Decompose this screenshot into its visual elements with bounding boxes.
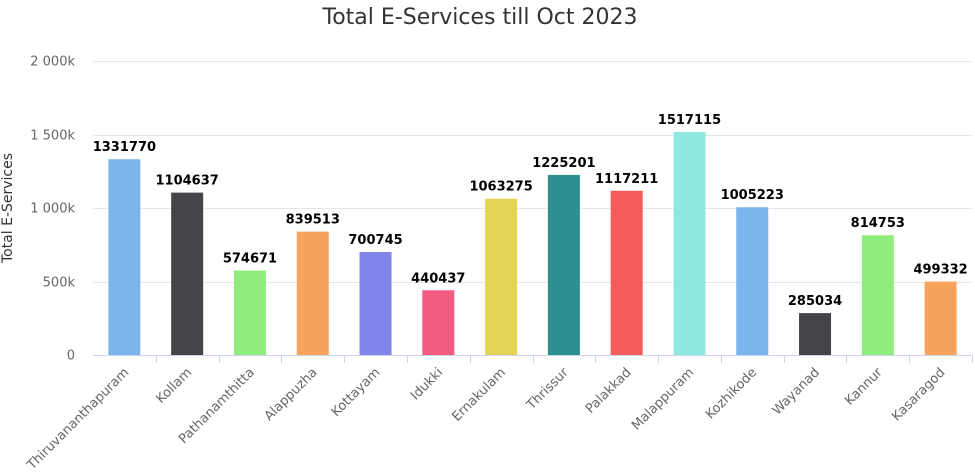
data-label: 700745 — [348, 233, 402, 248]
y-axis-ticks: 0 500k 1 000k 1 500k 2 000k — [30, 55, 75, 364]
y-tick-label: 1 500k — [30, 129, 75, 144]
data-label: 574671 — [223, 252, 277, 267]
x-tick-label: Kozhikode — [703, 365, 760, 422]
bar-kozhikode[interactable] — [736, 207, 769, 355]
data-label: 839513 — [286, 213, 340, 228]
bar-kollam[interactable] — [171, 192, 204, 355]
x-tick-label: Palakkad — [583, 365, 635, 417]
data-label: 1005223 — [721, 188, 784, 203]
bar-pathanamthitta[interactable] — [233, 270, 266, 355]
x-tick-label: Kollam — [154, 365, 195, 406]
y-tick-label: 0 — [67, 349, 75, 364]
bar-kottayam[interactable] — [359, 251, 392, 355]
x-tick-label: Kannur — [842, 365, 886, 409]
data-label: 1117211 — [595, 172, 658, 187]
data-label: 440437 — [411, 271, 465, 286]
bar-idukki[interactable] — [422, 290, 455, 355]
chart-title: Total E-Services till Oct 2023 — [322, 5, 638, 30]
bar-malappuram[interactable] — [673, 131, 706, 355]
bar-palakkad[interactable] — [610, 190, 643, 355]
x-tick-label: Idukki — [408, 365, 446, 403]
bar-wayanad[interactable] — [799, 313, 832, 355]
data-label: 1331770 — [93, 140, 156, 155]
x-tick-label: Kottayam — [329, 365, 384, 420]
data-label: 1104637 — [156, 174, 219, 189]
data-label: 285034 — [788, 294, 842, 309]
bar-kasaragod[interactable] — [924, 281, 957, 355]
y-tick-label: 2 000k — [30, 55, 75, 70]
x-tick-label: Wayanad — [770, 365, 823, 418]
x-tick-label: Kasaragod — [889, 365, 948, 424]
bar-kannur[interactable] — [861, 235, 894, 355]
y-axis-label: Total E-Services — [0, 153, 16, 264]
x-tick-label: Ernakulam — [449, 365, 509, 425]
x-tick-label: Malappuram — [629, 365, 697, 433]
bar-alappuzha[interactable] — [296, 231, 329, 355]
data-label: 1225201 — [532, 156, 595, 171]
bar-thiruvananthapuram[interactable] — [108, 159, 141, 355]
data-label: 1517115 — [658, 113, 721, 128]
data-label: 814753 — [851, 216, 905, 231]
y-tick-label: 500k — [43, 276, 76, 291]
data-label: 499332 — [913, 263, 967, 278]
x-tick-label: Alappuzha — [262, 365, 321, 424]
x-tick-label: Thiruvananthapuram — [24, 365, 132, 473]
bar-ernakulam[interactable] — [485, 198, 518, 355]
data-label: 1063275 — [469, 180, 532, 195]
x-tick-label: Thrissur — [523, 365, 572, 414]
data-labels: 1331770 1104637 574671 839513 700745 440437 10… — [93, 113, 968, 309]
bar-thrissur[interactable] — [547, 174, 580, 355]
y-tick-label: 1 000k — [30, 202, 75, 217]
gridlines — [93, 61, 972, 283]
bars — [108, 131, 957, 355]
